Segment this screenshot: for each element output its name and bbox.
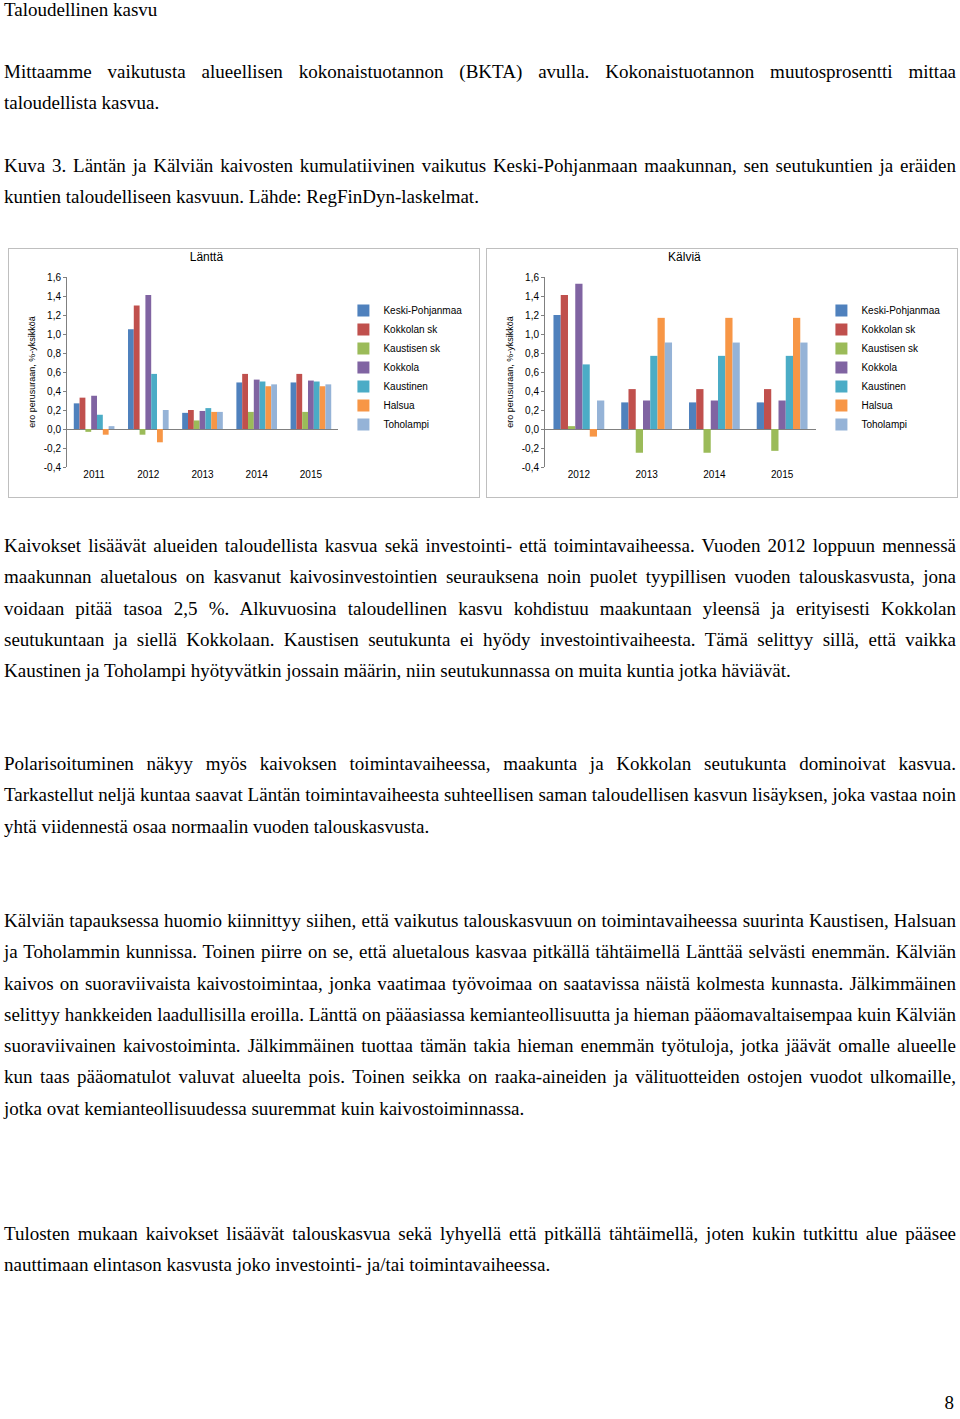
svg-text:1,4: 1,4 [47,291,61,302]
svg-text:1,4: 1,4 [525,291,539,302]
svg-text:2012: 2012 [137,469,160,480]
svg-text:Keski-Pohjanmaa: Keski-Pohjanmaa [861,305,940,316]
svg-text:2013: 2013 [191,469,214,480]
svg-text:Länttä: Länttä [190,250,224,264]
svg-text:1,0: 1,0 [525,329,539,340]
svg-text:-0,4: -0,4 [44,462,62,473]
html-text:Kaivokset lisäävät alueiden ta: Kaivokset lisäävät alueiden taloudellist… [4,535,956,682]
svg-text:2015: 2015 [300,469,323,480]
svg-text:Kaustinen: Kaustinen [861,381,905,392]
svg-text:0,6: 0,6 [525,367,539,378]
svg-text:-0,4: -0,4 [522,462,540,473]
svg-text:0,2: 0,2 [525,405,539,416]
html-text:Kälviän tapauksessa huomio kii: Kälviän tapauksessa huomio kiinnittyy si… [4,910,956,1119]
svg-text:Kälviä: Kälviä [668,250,701,264]
svg-text:Toholampi: Toholampi [861,419,907,430]
html-text:8: 8 [944,1392,954,1413]
svg-text:Kaustisen sk: Kaustisen sk [383,343,441,354]
svg-text:Halsua: Halsua [383,400,415,411]
svg-text:0,0: 0,0 [525,424,539,435]
svg-text:1,6: 1,6 [525,272,539,283]
svg-text:0,6: 0,6 [47,367,61,378]
svg-text:1,0: 1,0 [47,329,61,340]
html-text:Mittaamme vaikutusta alueellis: Mittaamme vaikutusta alueellisen kokonai… [4,61,956,114]
svg-text:2013: 2013 [636,469,659,480]
svg-text:0,4: 0,4 [525,386,539,397]
svg-text:1,6: 1,6 [47,272,61,283]
svg-text:Kokkolan sk: Kokkolan sk [383,324,438,335]
svg-text:Halsua: Halsua [861,400,893,411]
svg-text:0,0: 0,0 [47,424,61,435]
svg-text:2014: 2014 [246,469,269,480]
svg-text:ero perusuraan, %-yksikköä: ero perusuraan, %-yksikköä [505,316,515,428]
svg-text:Kokkola: Kokkola [861,362,897,373]
svg-text:1,2: 1,2 [525,310,539,321]
svg-text:0,2: 0,2 [47,405,61,416]
svg-text:2015: 2015 [771,469,794,480]
html-text:Taloudellinen kasvu: Taloudellinen kasvu [4,0,158,20]
svg-text:Toholampi: Toholampi [383,419,429,430]
html-text:Kuva 3. Läntän ja Kälviän kaiv: Kuva 3. Läntän ja Kälviän kaivosten kumu… [4,155,956,208]
svg-text:-0,2: -0,2 [44,443,62,454]
html-text:Polarisoituminen näkyy myös ka: Polarisoituminen näkyy myös kaivoksen to… [4,753,956,837]
svg-text:Kaustisen sk: Kaustisen sk [861,343,919,354]
svg-text:-0,2: -0,2 [522,443,540,454]
svg-text:ero perusuraan, %-yksikköä: ero perusuraan, %-yksikköä [27,316,37,428]
html-text:Tulosten mukaan kaivokset lisä: Tulosten mukaan kaivokset lisäävät talou… [4,1223,956,1276]
svg-text:0,4: 0,4 [47,386,61,397]
svg-text:0,8: 0,8 [47,348,61,359]
svg-text:2011: 2011 [83,469,105,480]
svg-text:Keski-Pohjanmaa: Keski-Pohjanmaa [383,305,462,316]
svg-text:Kaustinen: Kaustinen [383,381,427,392]
svg-text:0,8: 0,8 [525,348,539,359]
svg-text:1,2: 1,2 [47,310,61,321]
svg-text:Kokkolan sk: Kokkolan sk [861,324,916,335]
svg-text:Kokkola: Kokkola [383,362,419,373]
svg-text:2014: 2014 [703,469,726,480]
svg-text:2012: 2012 [568,469,591,480]
